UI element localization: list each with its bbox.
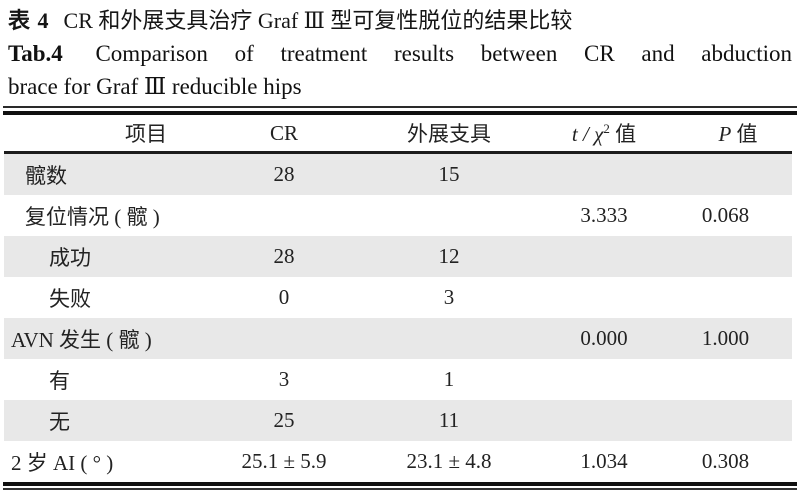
cr-value: [194, 195, 374, 236]
column-header-cr: CR: [194, 115, 374, 154]
table-number-en: Tab.4: [8, 41, 63, 66]
table-row: 无 25 11: [4, 400, 792, 441]
brace-value: [374, 318, 524, 359]
column-header-brace: 外展支具: [374, 115, 524, 154]
table-row: 2 岁 AI ( ° ) 25.1 ± 5.9 23.1 ± 4.8 1.034…: [4, 441, 792, 482]
p-value: [684, 236, 792, 277]
statistic-value: [524, 153, 684, 196]
row-label: 成功: [49, 245, 91, 270]
p-value: 1.000: [701, 326, 750, 350]
table-body: 髋数 28 15 复位情况 ( 髋 ) 3.333 0.068 成功 28 12…: [4, 152, 792, 483]
cr-value: 0: [278, 285, 290, 309]
statistic-value: 1.034: [580, 449, 628, 473]
statistic-value: [524, 400, 684, 441]
table-row: AVN 发生 ( 髋 ) 0.000 1.000: [4, 318, 792, 359]
row-label: 髋数: [25, 163, 67, 188]
row-label: AVN 发生 ( 髋 ): [11, 327, 152, 352]
statistic-value: [524, 359, 684, 400]
statistic-superscript: 2: [603, 121, 610, 136]
statistic-suffix: 值: [609, 122, 637, 146]
statistic-value: [524, 236, 684, 277]
table-number-zh: 表 4: [8, 8, 50, 33]
brace-value: 12: [438, 244, 460, 268]
table-bottom-rule: [3, 482, 797, 490]
p-value: [684, 277, 792, 318]
table-title-en-line2: brace for Graf Ⅲ reducible hips: [8, 74, 302, 99]
p-value: [684, 359, 792, 400]
table-row: 失败 0 3: [4, 277, 792, 318]
table-title-en-text: Comparison of treatment results between …: [95, 41, 792, 66]
row-label: 无: [49, 409, 70, 434]
cr-value: [194, 318, 374, 359]
statistic-value: 3.333: [580, 203, 628, 227]
column-header-statistic: t / χ2 值: [524, 115, 684, 154]
results-table: 项目 CR 外展支具 t / χ2 值 P 值 髋数 28 15 复位情况 ( …: [4, 115, 792, 482]
table-top-rule: [3, 106, 797, 115]
column-header-item: 项目: [4, 115, 194, 154]
table-row: 有 3 1: [4, 359, 792, 400]
table-header: 项目 CR 外展支具 t / χ2 值 P 值: [4, 115, 792, 154]
row-label: 复位情况 ( 髋 ): [25, 204, 160, 229]
p-value: [684, 153, 792, 196]
pvalue-suffix: 值: [731, 122, 758, 146]
table-title-zh-text: CR 和外展支具治疗 Graf Ⅲ 型可复性脱位的结果比较: [63, 8, 573, 33]
row-label: 失败: [49, 286, 91, 311]
cr-value: 25: [273, 408, 295, 432]
table-row: 髋数 28 15: [4, 152, 792, 196]
table-row: 成功 28 12: [4, 236, 792, 277]
cr-value: 28: [273, 162, 295, 186]
row-label: 2 岁 AI ( ° ): [11, 450, 114, 475]
column-header-pvalue: P 值: [684, 115, 792, 154]
table-title-en: Tab.4 Comparison of treatment results be…: [8, 37, 792, 103]
brace-value: [374, 195, 524, 236]
cr-value: 3: [278, 367, 290, 391]
brace-value: 3: [443, 285, 455, 309]
table-title-zh: 表 4 CR 和外展支具治疗 Graf Ⅲ 型可复性脱位的结果比较: [8, 4, 792, 37]
p-value: [684, 400, 792, 441]
p-value: 0.308: [701, 449, 750, 473]
row-label: 有: [49, 368, 70, 393]
statistic-symbol: t / χ: [571, 122, 604, 146]
brace-value: 11: [438, 408, 460, 432]
statistic-value: 0.000: [580, 326, 628, 350]
p-value: 0.068: [701, 203, 750, 227]
pvalue-symbol: P: [718, 122, 732, 146]
table-row: 复位情况 ( 髋 ) 3.333 0.068: [4, 195, 792, 236]
brace-value: 23.1 ± 4.8: [406, 449, 492, 473]
cr-value: 28: [273, 244, 295, 268]
statistic-value: [524, 277, 684, 318]
brace-value: 1: [443, 367, 455, 391]
table-title-en-line1: Tab.4 Comparison of treatment results be…: [8, 37, 792, 70]
brace-value: 15: [438, 162, 460, 186]
table-caption: 表 4 CR 和外展支具治疗 Graf Ⅲ 型可复性脱位的结果比较 Tab.4 C…: [0, 0, 800, 103]
header-row: 项目 CR 外展支具 t / χ2 值 P 值: [4, 115, 792, 154]
cr-value: 25.1 ± 5.9: [241, 449, 327, 473]
